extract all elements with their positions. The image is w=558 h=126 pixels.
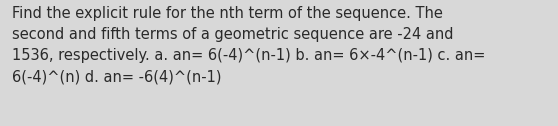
Text: Find the explicit rule for the nth term of the sequence. The
second and fifth te: Find the explicit rule for the nth term … bbox=[12, 6, 485, 84]
